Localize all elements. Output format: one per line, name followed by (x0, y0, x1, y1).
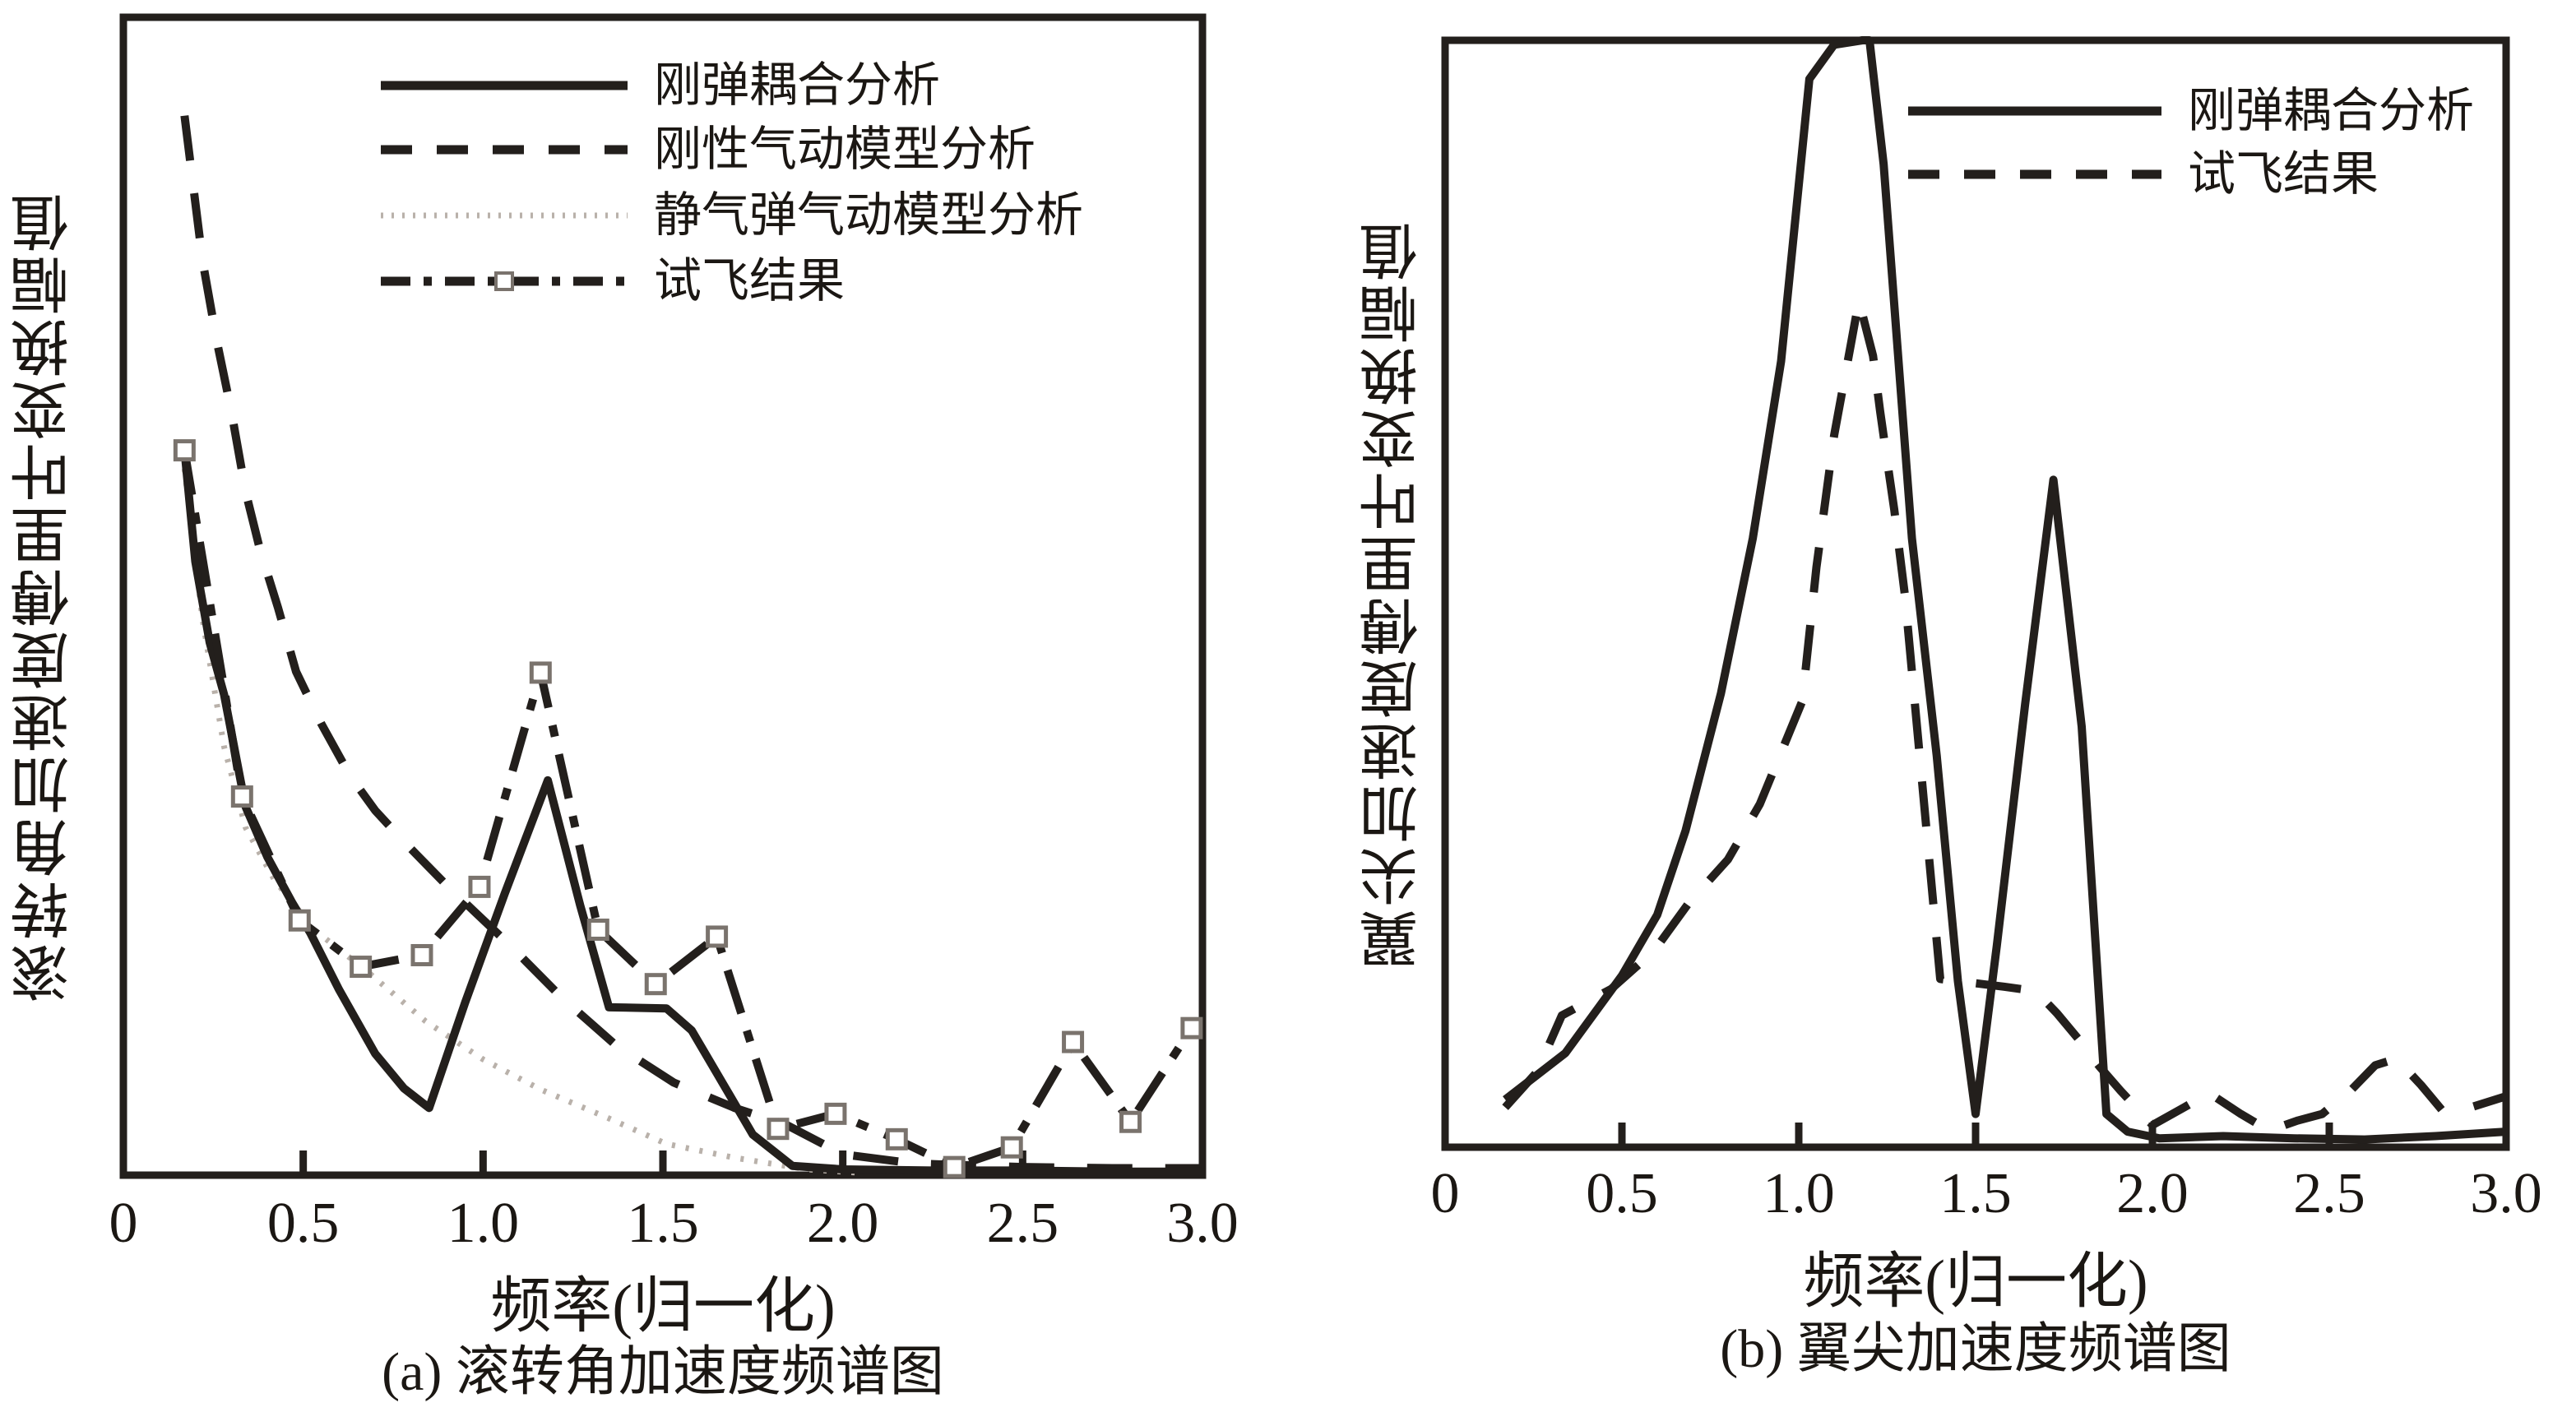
legend-label: 试飞结果 (2188, 147, 2379, 201)
data-marker-square (350, 956, 373, 979)
legend-label: 试飞结果 (654, 254, 846, 308)
curve-a-dashed (180, 115, 1202, 1173)
x-tick-label-a: 1.5 (627, 1192, 699, 1255)
curve-a-dotted (181, 468, 861, 1176)
data-marker-square (586, 919, 609, 942)
curve-b-solid (1503, 36, 2507, 1144)
y-axis-label-a: 滚转角加速度傅里叶变换幅值 (12, 190, 79, 1002)
x-tick-label-a: 3.0 (1166, 1192, 1239, 1255)
legend-line-dotted-icon (381, 212, 628, 219)
x-tick-label-b: 2.5 (2293, 1162, 2365, 1225)
legend-item-a-2: 静气弹气动模型分析 (379, 189, 1083, 242)
data-marker-square (468, 875, 491, 898)
legend-label: 刚弹耦合分析 (654, 58, 941, 112)
x-axis-label-b: 频率(归一化) (1803, 1248, 2148, 1316)
y-axis-label-b: 翼尖加速度傅里叶变换幅值 (1361, 219, 1428, 969)
x-tick-label-b: 0.5 (1586, 1162, 1658, 1225)
data-marker-square (230, 785, 253, 808)
curve-a-solid (180, 450, 1202, 1176)
legend-label: 静气弹气动模型分析 (654, 188, 1084, 242)
legend-item-a-3: 试飞结果 (379, 255, 845, 308)
legend-line-dashdot-icon (381, 271, 628, 291)
legend-line-dashed-icon (381, 145, 628, 155)
data-marker-square (885, 1127, 908, 1150)
curve-a-dashdot (180, 449, 1196, 1172)
x-tick-label-b: 2.0 (2116, 1162, 2189, 1225)
x-tick-label-b: 1.5 (1939, 1162, 2012, 1225)
data-marker-square (767, 1118, 790, 1141)
data-marker-square (529, 661, 552, 684)
legend-item-a-0: 刚弹耦合分析 (379, 59, 940, 112)
x-axis-label-a: 频率(归一化) (490, 1273, 836, 1340)
legend-line-solid-icon (381, 81, 628, 90)
data-marker-square (1000, 1136, 1023, 1159)
data-marker-square (1119, 1110, 1142, 1133)
x-tick-label-b: 0 (1430, 1162, 1460, 1225)
x-tick-label-a: 2.5 (986, 1192, 1059, 1255)
x-tick-label-a: 0 (109, 1192, 138, 1255)
x-tick-label-a: 1.0 (447, 1192, 520, 1255)
legend-line-solid-icon (1908, 106, 2161, 116)
data-marker-square (644, 973, 667, 996)
data-marker-square (1180, 1016, 1203, 1039)
legend-item-a-1: 刚性气动模型分析 (379, 123, 1035, 176)
x-tick-label-a: 0.5 (266, 1192, 340, 1255)
data-marker-square (410, 943, 433, 966)
data-marker-square (943, 1155, 966, 1178)
legend-label: 刚性气动模型分析 (654, 123, 1036, 176)
data-marker-square (1062, 1030, 1085, 1053)
legend-line-dashed-icon (1908, 169, 2161, 179)
plot-box-b (1441, 36, 2510, 1151)
legend-item-b-1: 试飞结果 (1907, 148, 2379, 201)
data-marker-square (288, 909, 311, 932)
x-tick-label-a: 2.0 (806, 1192, 879, 1255)
legend-item-b-0: 刚弹耦合分析 (1907, 85, 2474, 137)
curve-b-dashed (1502, 296, 2508, 1135)
data-marker-square (173, 439, 196, 462)
legend-label: 刚弹耦合分析 (2188, 84, 2475, 137)
x-tick-label-b: 3.0 (2470, 1162, 2542, 1225)
data-marker-square (706, 925, 729, 948)
data-marker-square (824, 1102, 847, 1125)
x-tick-label-b: 1.0 (1763, 1162, 1835, 1225)
legend-marker-square (494, 271, 514, 291)
caption-a: (a) 滚转角加速度频谱图 (382, 1342, 944, 1402)
caption-b: (b) 翼尖加速度频谱图 (1720, 1319, 2231, 1379)
